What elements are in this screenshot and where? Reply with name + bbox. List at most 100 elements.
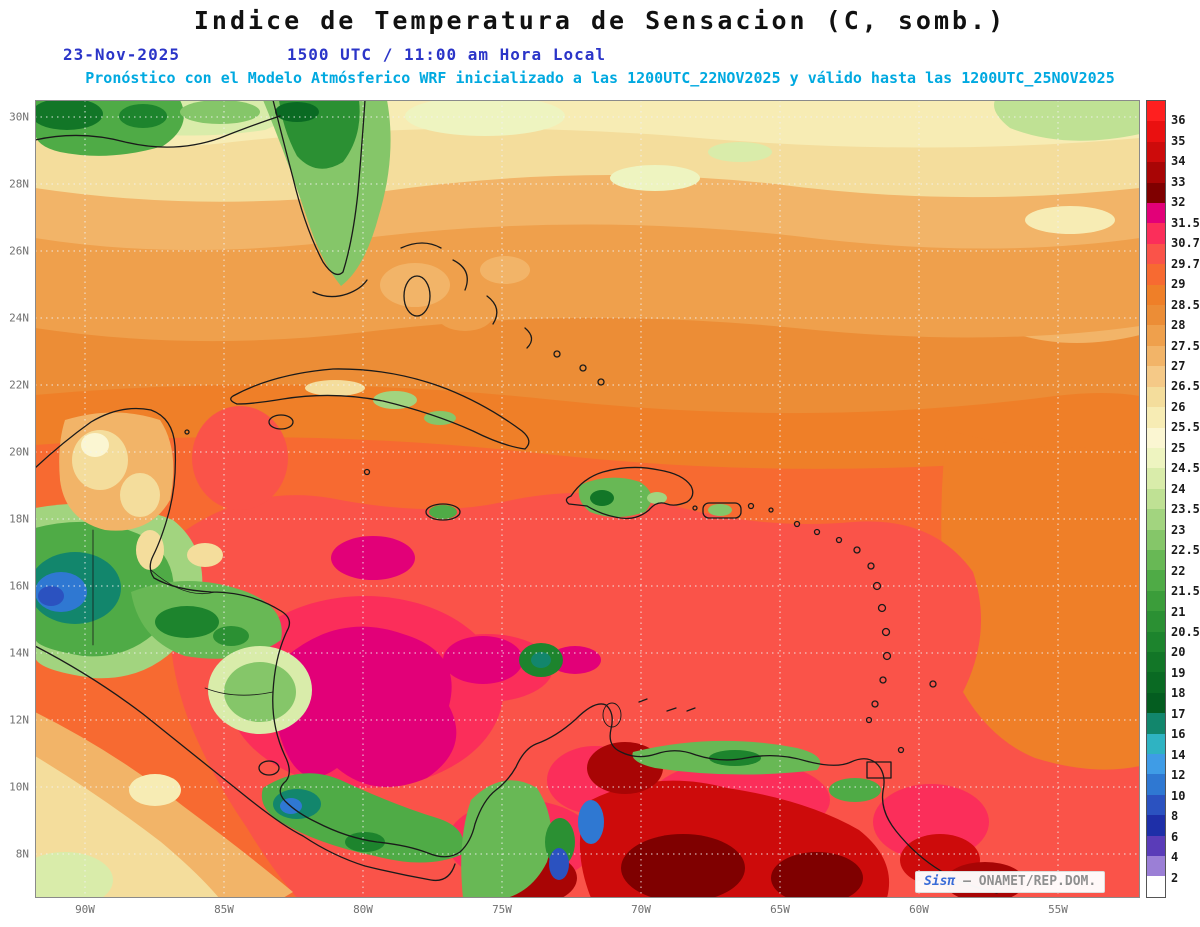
legend-label: 26.5 — [1171, 379, 1200, 394]
legend-color-cell — [1147, 203, 1165, 224]
lon-label: 65W — [770, 903, 790, 916]
legend-color-cell — [1147, 468, 1165, 489]
legend-color-cell — [1147, 386, 1165, 408]
legend-label: 24 — [1171, 481, 1186, 496]
legend-color-cell — [1147, 529, 1165, 550]
lat-label: 18N — [9, 512, 29, 526]
legend-color-cell — [1147, 692, 1165, 714]
legend-label: 4 — [1171, 850, 1179, 865]
lat-label: 16N — [9, 579, 29, 593]
legend-labels: 36 35 34 33 32 31.5 30.7 29.7 29 28.5 28 27.5 27 26.5… — [1171, 100, 1200, 898]
lat-label: 20N — [9, 445, 29, 459]
lon-label: 55W — [1048, 903, 1068, 916]
legend-label: 23 — [1171, 522, 1186, 537]
temperature-field — [35, 100, 1140, 898]
map-container: Sisπ – ONAMET/REP.DOM. — [35, 100, 1140, 898]
lat-label: 12N — [9, 713, 29, 727]
lon-label: 60W — [909, 903, 929, 916]
legend-label: 29.7 — [1171, 256, 1200, 271]
lat-axis: 30N 28N 26N 24N 22N 20N 18N 16N 14N 12N 10N 8N — [0, 100, 31, 898]
legend-color-cell — [1147, 325, 1165, 346]
legend-label: 35 — [1171, 133, 1186, 148]
legend-label: 25 — [1171, 440, 1186, 455]
legend-color-cell — [1147, 284, 1165, 306]
lat-label: 26N — [9, 244, 29, 258]
legend-label: 30.7 — [1171, 236, 1200, 251]
legend-label: 31.5 — [1171, 215, 1200, 230]
legend-color-cell — [1147, 223, 1165, 244]
legend-color-cell — [1147, 611, 1165, 632]
legend-label: 10 — [1171, 788, 1186, 803]
legend-color-cell — [1147, 754, 1165, 775]
lat-label: 28N — [9, 177, 29, 191]
legend-label: 29 — [1171, 277, 1186, 292]
legend-color-cell — [1147, 141, 1165, 163]
legend-color-cell — [1147, 427, 1165, 448]
legend-label: 8 — [1171, 809, 1179, 824]
legend-label: 28.5 — [1171, 297, 1200, 312]
lat-label: 14N — [9, 646, 29, 660]
lat-label: 24N — [9, 311, 29, 325]
legend-label: 27 — [1171, 359, 1186, 373]
legend-label: 21 — [1171, 604, 1186, 619]
legend-label: 22.5 — [1171, 543, 1200, 558]
legend-color-cell — [1147, 509, 1165, 530]
legend-color-cell — [1147, 651, 1165, 673]
coastlines — [35, 100, 998, 894]
legend-label: 23.5 — [1171, 502, 1200, 517]
legend-color-cell — [1147, 264, 1165, 285]
legend-color-cell — [1147, 345, 1165, 367]
lon-label: 75W — [492, 903, 512, 916]
legend-color-cell — [1147, 570, 1165, 591]
gridlines — [35, 100, 1140, 898]
legend-label: 19 — [1171, 665, 1186, 680]
lat-label: 8N — [15, 847, 29, 861]
legend-color-cell — [1147, 631, 1165, 652]
time-label: 1500 UTC / 11:00 am Hora Local — [287, 45, 606, 64]
legend-label: 22 — [1171, 563, 1186, 578]
legend-color-cell — [1147, 488, 1165, 510]
legend-label: 16 — [1171, 727, 1186, 742]
legend-color-cell — [1147, 447, 1165, 469]
legend-label: 2 — [1171, 870, 1179, 885]
legend-label: 32 — [1171, 195, 1186, 210]
legend-label: 34 — [1171, 154, 1186, 169]
legend-color-cell — [1147, 305, 1165, 326]
page-title: Indice de Temperatura de Sensacion (C, s… — [193, 6, 1007, 35]
legend-color-cell — [1147, 713, 1165, 734]
legend-color-cell — [1147, 856, 1165, 877]
legend-color-cell — [1147, 121, 1165, 142]
legend-color-cell — [1147, 549, 1165, 571]
legend-color-cell — [1147, 672, 1165, 693]
watermark-brand: Sisπ — [924, 874, 956, 889]
lon-label: 80W — [353, 903, 373, 916]
legend-color-cell — [1147, 815, 1165, 836]
lon-label: 90W — [75, 903, 95, 916]
legend-color-cell — [1147, 774, 1165, 795]
legend-color-cell — [1147, 794, 1165, 816]
lon-axis: 90W 85W 80W 75W 70W 65W 60W 55W — [35, 903, 1140, 919]
lon-label: 85W — [214, 903, 234, 916]
legend-label: 20.5 — [1171, 625, 1200, 639]
map-frame — [35, 100, 1140, 898]
legend-bar — [1146, 100, 1166, 898]
watermark-source: – ONAMET/REP.DOM. — [963, 874, 1097, 889]
legend-color-cell — [1147, 366, 1165, 387]
legend-label: 14 — [1171, 747, 1186, 762]
legend-label: 17 — [1171, 706, 1186, 721]
legend-label: 26 — [1171, 399, 1186, 414]
legend-label: 24.5 — [1171, 461, 1200, 476]
date-label: 23-Nov-2025 — [63, 45, 180, 64]
legend-label: 25.5 — [1171, 420, 1200, 435]
legend-color-cell — [1147, 101, 1165, 122]
legend-color-cell — [1147, 162, 1165, 183]
legend-color-cell — [1147, 407, 1165, 428]
legend-color-cell — [1147, 243, 1165, 265]
lat-label: 30N — [9, 110, 29, 124]
legend-color-cell — [1147, 835, 1165, 857]
lat-label: 22N — [9, 378, 29, 392]
lat-label: 10N — [9, 780, 29, 794]
map-canvas — [35, 100, 1140, 898]
legend-label: 27.5 — [1171, 338, 1200, 353]
